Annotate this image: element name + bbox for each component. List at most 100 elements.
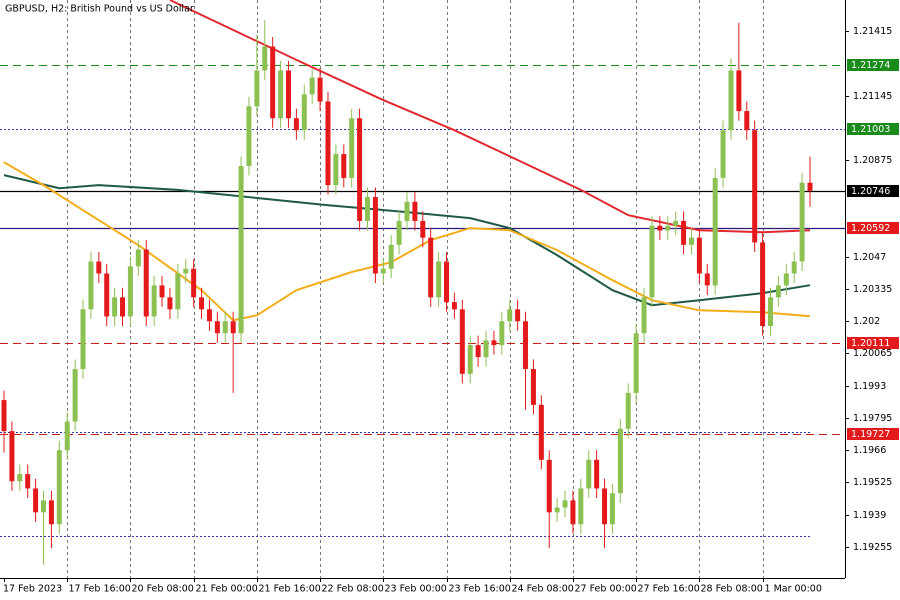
- y-tick-label: 1.1939: [853, 510, 886, 521]
- candle-body: [80, 309, 86, 370]
- candle-body: [388, 244, 394, 269]
- candle-body: [602, 488, 608, 525]
- candle-body: [285, 70, 291, 119]
- x-tick-label: 27 Feb 00:00: [575, 584, 637, 595]
- candle-body: [578, 488, 584, 525]
- candle-body: [206, 309, 212, 322]
- candle-body: [88, 261, 94, 310]
- y-tick-label: 1.19525: [853, 477, 892, 488]
- candle-body: [420, 220, 426, 238]
- candle-body: [1, 400, 7, 432]
- level-label: 1.21274: [851, 60, 890, 71]
- candle-body: [609, 493, 615, 525]
- level-label: 1.20111: [851, 338, 890, 349]
- candle-body: [752, 130, 758, 243]
- candle-body: [444, 261, 450, 303]
- candle-body: [475, 345, 481, 358]
- candle-body: [191, 268, 197, 298]
- candle-body: [649, 225, 655, 298]
- candle-body: [728, 70, 734, 131]
- candle-body: [625, 392, 631, 429]
- x-tick-label: 23 Feb 00:00: [385, 584, 447, 595]
- candle-body: [767, 297, 773, 327]
- candle-body: [364, 197, 370, 221]
- candle-body: [112, 297, 118, 317]
- level-label-box: [847, 428, 899, 440]
- candle-body: [230, 321, 236, 334]
- candle-body: [246, 106, 252, 166]
- candle-body: [633, 333, 639, 393]
- candle-body: [143, 249, 149, 317]
- y-tick-label: 1.2047: [853, 252, 886, 263]
- candle-body: [64, 421, 70, 451]
- candle-body: [696, 237, 702, 274]
- y-tick-label: 1.19255: [853, 542, 892, 553]
- x-tick-label: 24 Feb 08:00: [512, 584, 574, 595]
- candle-body: [41, 500, 47, 513]
- y-tick-label: 1.1966: [853, 445, 886, 456]
- candle-body: [222, 321, 228, 334]
- candle-body: [459, 309, 465, 374]
- candle-body: [467, 345, 473, 374]
- x-tick-label: 21 Feb 00:00: [196, 584, 258, 595]
- candle-body: [483, 340, 489, 358]
- moving-average: [169, 0, 811, 234]
- candle-body: [530, 369, 536, 405]
- level-label-box: [847, 222, 899, 234]
- candle-body: [783, 273, 789, 286]
- candle-body: [104, 273, 110, 317]
- candle-body: [570, 500, 576, 525]
- candle-body: [159, 285, 165, 298]
- moving-average: [3, 174, 811, 307]
- x-tick-label: 22 Feb 08:00: [322, 584, 384, 595]
- candle-body: [25, 474, 31, 489]
- candle-body: [546, 459, 552, 513]
- candle-body: [238, 165, 244, 334]
- candle-body: [673, 220, 679, 226]
- candle-body: [9, 431, 15, 482]
- candle-body: [309, 77, 315, 95]
- x-tick-label: 17 Feb 16:00: [69, 584, 131, 595]
- candle-body: [325, 101, 331, 186]
- x-tick-label: 20 Feb 08:00: [132, 584, 194, 595]
- candle-body: [681, 220, 687, 245]
- candle-body: [278, 70, 284, 119]
- candle-body: [515, 309, 521, 322]
- candle-body: [428, 237, 434, 298]
- candle-body: [151, 285, 157, 317]
- candle-body: [499, 321, 505, 346]
- level-label: 1.21003: [851, 124, 890, 135]
- candle-body: [523, 321, 529, 370]
- candle-body: [341, 154, 347, 178]
- y-tick-label: 1.19795: [853, 413, 892, 424]
- candle-body: [127, 266, 133, 317]
- candle-body: [120, 297, 126, 317]
- candle-body: [357, 118, 363, 221]
- x-tick-label: 27 Feb 16:00: [638, 584, 700, 595]
- candle-body: [17, 474, 23, 482]
- y-tick-label: 1.20065: [853, 348, 892, 359]
- candle-body: [704, 273, 710, 286]
- candle-body: [617, 428, 623, 494]
- candle-body: [688, 237, 694, 245]
- candle-body: [317, 77, 323, 102]
- candle-body: [412, 201, 418, 221]
- candle-body: [760, 242, 766, 327]
- candle-body: [712, 177, 718, 286]
- candle-body: [507, 309, 513, 322]
- candle-body: [799, 182, 805, 262]
- candle-body: [436, 261, 442, 298]
- candle-body: [594, 459, 600, 489]
- candle-body: [214, 321, 220, 334]
- candle-body: [254, 70, 260, 107]
- x-tick-label: 17 Feb 2023: [3, 584, 62, 595]
- candle-body: [270, 46, 276, 119]
- level-label-box: [847, 59, 899, 71]
- candle-body: [183, 268, 189, 274]
- candle-body: [199, 297, 205, 310]
- candle-body: [349, 118, 355, 178]
- chart-title: GBPUSD, H2: British Pound vs US Dollar: [5, 4, 194, 15]
